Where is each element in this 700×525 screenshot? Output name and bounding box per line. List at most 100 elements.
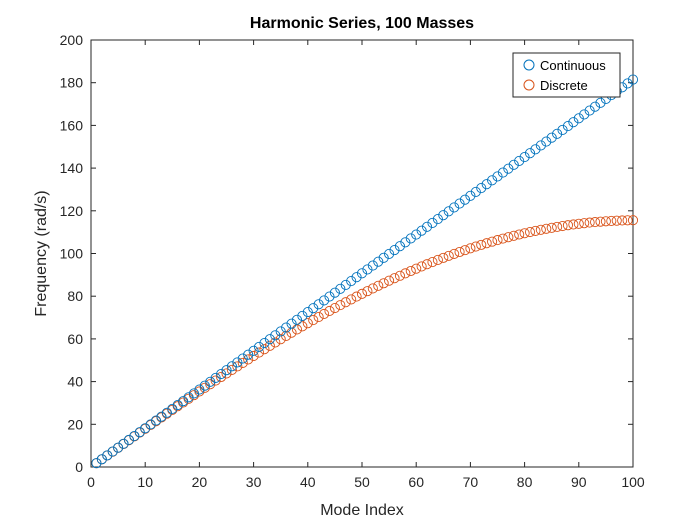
data-point-continuous: [123, 434, 134, 445]
y-tick-label: 20: [67, 416, 83, 432]
data-point-continuous: [248, 345, 259, 356]
data-point-discrete: [530, 225, 541, 236]
data-point-continuous: [416, 225, 427, 236]
data-point-discrete: [205, 379, 216, 390]
data-point-continuous: [427, 217, 438, 228]
data-point-discrete: [465, 243, 476, 254]
data-point-continuous: [405, 233, 416, 244]
data-point-continuous: [595, 97, 606, 108]
data-point-continuous: [259, 337, 270, 349]
data-point-discrete: [546, 222, 557, 233]
series-continuous: [91, 74, 639, 469]
data-point-discrete: [324, 305, 335, 317]
data-point-discrete: [253, 347, 265, 358]
data-point-continuous: [546, 132, 557, 143]
data-point-discrete: [351, 291, 362, 302]
x-tick-label: 40: [300, 474, 316, 490]
data-point-discrete: [367, 283, 378, 294]
data-point-discrete: [508, 230, 519, 241]
data-point-continuous: [291, 314, 303, 325]
y-tick-label: 80: [67, 288, 83, 304]
x-tick-label: 50: [354, 474, 370, 490]
data-point-discrete: [617, 215, 628, 226]
y-tick-label: 140: [60, 160, 84, 176]
data-point-continuous: [188, 388, 200, 399]
data-point-continuous: [367, 260, 378, 271]
data-point-discrete: [270, 337, 281, 348]
axes-box: [90, 39, 634, 468]
data-point-continuous: [443, 206, 454, 217]
data-point-discrete: [557, 220, 568, 232]
data-point-discrete: [627, 215, 639, 226]
data-point-continuous: [411, 229, 422, 240]
data-point-continuous: [253, 341, 265, 352]
data-point-discrete: [579, 218, 590, 229]
data-point-continuous: [161, 407, 172, 418]
data-point-continuous: [264, 334, 275, 345]
data-point-continuous: [107, 446, 118, 457]
data-point-continuous: [145, 419, 156, 430]
data-point-continuous: [541, 136, 552, 147]
data-point-continuous: [199, 380, 210, 391]
data-point-discrete: [514, 229, 525, 240]
data-point-discrete: [449, 248, 460, 259]
data-point-discrete: [416, 261, 427, 272]
data-point-continuous: [584, 105, 595, 116]
data-point-continuous: [113, 442, 124, 453]
data-point-continuous: [454, 198, 465, 209]
plot-area: [90, 39, 634, 468]
y-tick-label: 160: [60, 117, 84, 133]
data-point-discrete: [590, 217, 601, 228]
data-point-continuous: [579, 109, 590, 120]
y-tick-label: 40: [67, 374, 83, 390]
data-point-discrete: [606, 215, 617, 226]
x-tick-label: 20: [192, 474, 208, 490]
data-point-continuous: [286, 318, 297, 329]
data-point-continuous: [530, 144, 541, 155]
data-point-discrete: [226, 364, 237, 375]
data-point-continuous: [421, 221, 433, 232]
data-point-discrete: [356, 288, 368, 299]
data-point-discrete: [384, 275, 395, 286]
data-point-continuous: [205, 376, 216, 387]
data-point-discrete: [487, 236, 498, 247]
data-point-continuous: [557, 124, 568, 135]
data-point-continuous: [351, 272, 362, 283]
data-point-continuous: [590, 101, 601, 112]
data-point-discrete: [562, 220, 574, 231]
data-point-continuous: [281, 322, 292, 333]
data-point-continuous: [503, 163, 514, 174]
y-tick-label: 0: [75, 459, 83, 475]
legend: Continuous Discrete: [512, 52, 621, 98]
data-point-continuous: [465, 190, 476, 201]
data-point-continuous: [319, 295, 330, 306]
data-point-discrete: [259, 344, 270, 355]
legend-label-continuous: Continuous: [540, 58, 606, 73]
data-point-continuous: [552, 128, 563, 139]
data-point-discrete: [503, 232, 514, 243]
data-point-discrete: [275, 334, 286, 345]
data-point-discrete: [199, 382, 210, 393]
data-point-continuous: [172, 399, 183, 411]
data-point-discrete: [378, 278, 389, 289]
data-point-continuous: [562, 121, 574, 132]
data-point-continuous: [524, 148, 536, 159]
data-point-continuous: [221, 365, 232, 376]
data-point-discrete: [454, 246, 465, 258]
data-point-continuous: [134, 427, 145, 438]
data-point-continuous: [308, 303, 319, 314]
data-point-discrete: [221, 368, 232, 379]
data-point-continuous: [167, 403, 178, 414]
data-point-continuous: [492, 171, 503, 182]
x-tick-label: 30: [246, 474, 262, 490]
x-axis-label: Mode Index: [320, 502, 404, 519]
data-point-continuous: [481, 179, 492, 190]
data-point-discrete: [519, 228, 530, 239]
y-axis: 0 20 40 60 80 100 120 140 160 180 200: [60, 32, 633, 475]
data-point-discrete: [438, 252, 449, 263]
y-axis-label: Frequency (rad/s): [33, 190, 50, 316]
data-point-continuous: [210, 372, 221, 383]
data-point-continuous: [568, 117, 579, 128]
data-point-discrete: [432, 254, 443, 265]
data-point-discrete: [421, 259, 433, 270]
